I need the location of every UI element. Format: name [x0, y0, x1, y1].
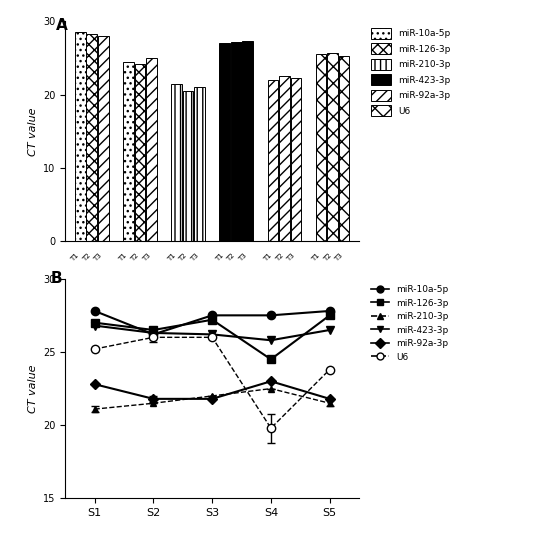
Bar: [146, 58, 157, 241]
Text: B: B: [51, 271, 62, 286]
Y-axis label: CT value: CT value: [28, 107, 38, 155]
Text: T2: T2: [178, 252, 188, 263]
Legend: miR-10a-5p, miR-126-3p, miR-210-3p, miR-423-3p, miR-92a-3p, U6: miR-10a-5p, miR-126-3p, miR-210-3p, miR-…: [369, 26, 453, 118]
Bar: [98, 36, 109, 241]
Text: T3: T3: [141, 252, 151, 263]
Bar: [327, 53, 338, 241]
Bar: [316, 55, 326, 241]
Text: T3: T3: [286, 252, 296, 263]
Text: T3: T3: [189, 252, 200, 263]
Bar: [134, 64, 145, 241]
Text: T2: T2: [274, 252, 285, 263]
Text: T1: T1: [262, 252, 273, 263]
Bar: [123, 62, 134, 241]
Bar: [339, 56, 349, 241]
Text: T1: T1: [70, 252, 80, 263]
Bar: [268, 80, 278, 241]
Bar: [86, 34, 97, 241]
Bar: [231, 42, 242, 241]
Text: T2: T2: [226, 252, 236, 263]
Bar: [183, 91, 194, 241]
Bar: [171, 84, 182, 241]
Bar: [219, 43, 230, 241]
Text: T1: T1: [311, 252, 321, 263]
Bar: [279, 76, 290, 241]
Text: T1: T1: [118, 252, 128, 263]
Text: T3: T3: [93, 252, 103, 263]
Bar: [194, 87, 205, 241]
Bar: [290, 78, 301, 241]
Bar: [75, 33, 85, 241]
Y-axis label: CT value: CT value: [28, 364, 38, 413]
Text: A: A: [55, 18, 67, 33]
Text: T2: T2: [129, 252, 140, 263]
Text: T3: T3: [333, 252, 344, 263]
Text: T3: T3: [237, 252, 248, 263]
Text: T1: T1: [214, 252, 225, 263]
Text: T1: T1: [166, 252, 176, 263]
Legend: miR-10a-5p, miR-126-3p, miR-210-3p, miR-423-3p, miR-92a-3p, U6: miR-10a-5p, miR-126-3p, miR-210-3p, miR-…: [369, 283, 450, 363]
Text: T2: T2: [322, 252, 332, 263]
Bar: [243, 41, 253, 241]
Text: T2: T2: [82, 252, 92, 263]
